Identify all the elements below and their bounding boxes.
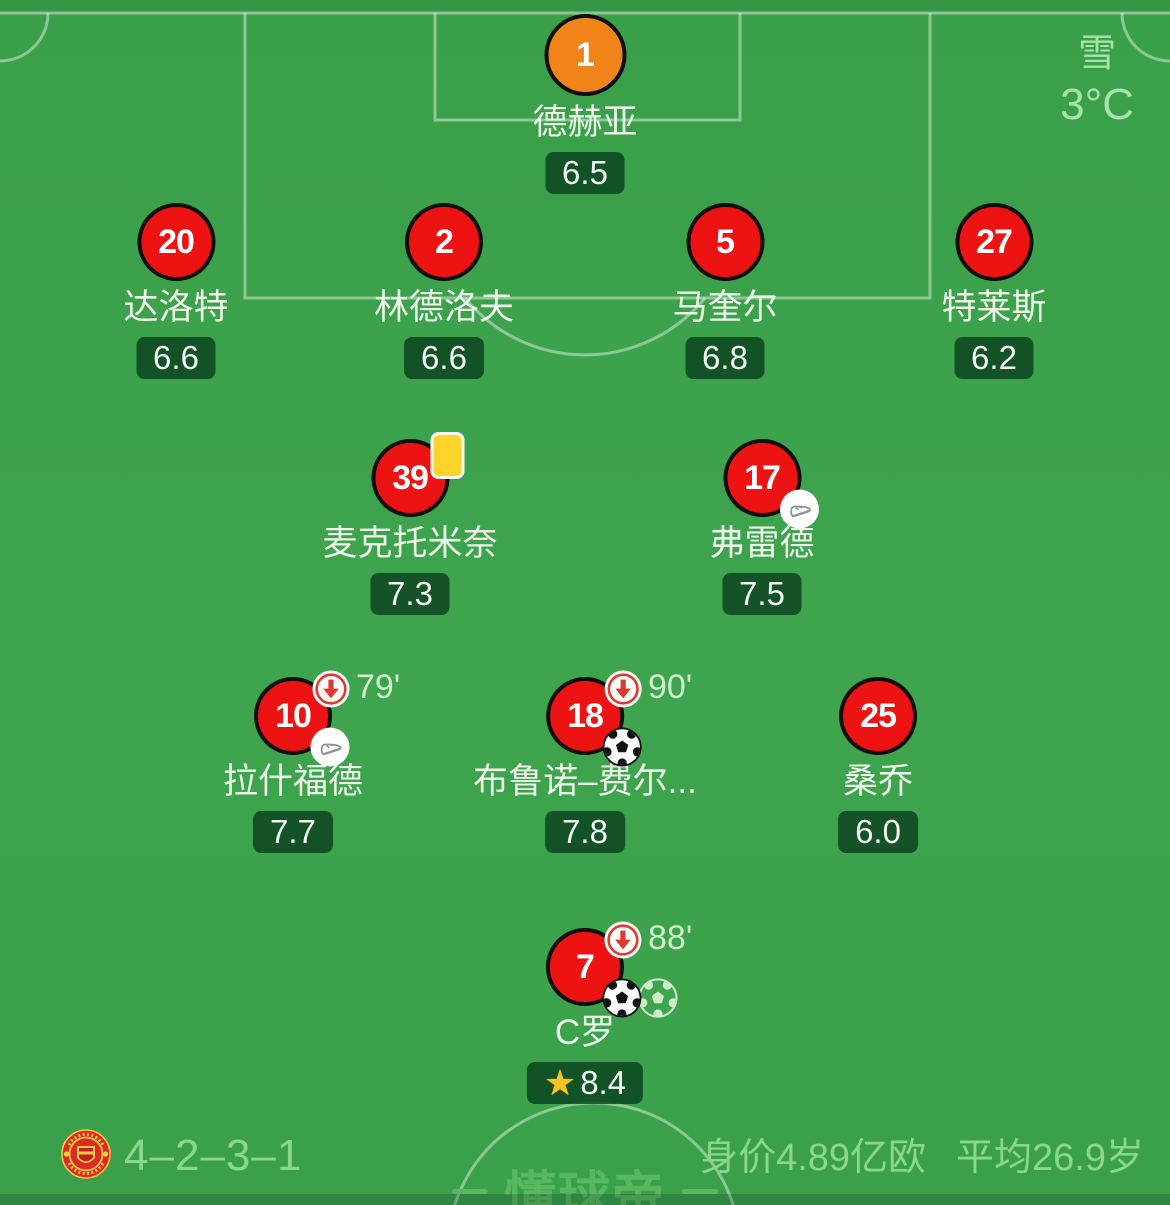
player-rating: 6.6 [153, 339, 199, 376]
assist-icon [779, 489, 819, 529]
player-name: C罗 [554, 1013, 616, 1052]
player-rating: 7.8 [562, 813, 608, 850]
player-rating-badge: 6.5 [545, 152, 625, 194]
player-number: 27 [976, 222, 1013, 261]
player-maguire[interactable]: 5 马奎尔 6.8 [672, 203, 778, 379]
player-name: 德赫亚 [532, 103, 638, 142]
player-rating: 7.5 [739, 575, 785, 612]
player-rating-badge: 6.2 [954, 337, 1034, 379]
player-number: 20 [158, 222, 195, 261]
player-name: 达洛特 [123, 288, 229, 327]
player-rating-badge: 7.7 [253, 811, 333, 853]
player-dalot[interactable]: 20 达洛特 6.6 [123, 203, 229, 379]
player-rating-badge: 7.5 [722, 573, 802, 615]
player-rating: 7.3 [387, 575, 433, 612]
player-number: 17 [744, 458, 781, 497]
player-rating: 8.4 [580, 1064, 627, 1101]
player-telles[interactable]: 27 特莱斯 6.2 [941, 203, 1047, 379]
substitution-off-icon [604, 670, 642, 708]
best-player-star-icon: ★ [543, 1062, 577, 1103]
app-watermark: 懂球帝 [451, 1154, 719, 1205]
player-rating: 6.5 [562, 154, 608, 191]
substitution-off-icon [312, 670, 350, 708]
player-number-circle: 2 [404, 203, 483, 281]
weather-widget: 雪 3°C [1060, 32, 1134, 130]
player-name: 布鲁诺–费尔... [473, 762, 697, 801]
formation-label: 4–2–3–1 [124, 1131, 303, 1180]
player-name: 桑乔 [842, 762, 913, 801]
player-rating-badge: 7.8 [545, 811, 625, 853]
player-number-circle: 39 [370, 432, 464, 517]
player-rating-badge: 7.3 [370, 573, 450, 615]
player-rating-badge: 6.8 [685, 337, 765, 379]
watermark-right-dash [682, 1189, 719, 1194]
player-rating: 7.7 [270, 813, 316, 850]
player-number: 25 [860, 696, 897, 735]
out-of-bounds-strip [0, 0, 1170, 13]
market-value-label: 身价4.89亿欧 [700, 1137, 927, 1179]
player-mctominay[interactable]: 39 麦克托米奈 7.3 [322, 432, 498, 615]
player-name: 弗雷德 [709, 524, 815, 563]
team-stats: 身价4.89亿欧 平均26.9岁 [700, 1136, 1144, 1180]
yellow-card-icon [429, 432, 464, 479]
watermark-text: 懂球帝 [503, 1168, 667, 1205]
player-number-circle: 1 [543, 14, 626, 96]
watermark-left-dash [451, 1189, 488, 1194]
player-rashford[interactable]: 10 79' 拉什福德 7.7 [222, 668, 400, 853]
player-number: 2 [435, 222, 454, 261]
player-rating-badge: 6.6 [136, 337, 216, 379]
player-name: 马奎尔 [672, 288, 778, 327]
player-name: 麦克托米奈 [322, 524, 498, 563]
player-number-circle: 5 [685, 203, 764, 281]
assist-icon [310, 727, 350, 767]
player-sancho[interactable]: 25 桑乔 6.0 [838, 677, 918, 853]
weather-temperature: 3°C [1060, 80, 1134, 129]
player-name: 拉什福德 [222, 762, 364, 801]
player-bruno-fernandes[interactable]: 18 90' 布鲁诺–费尔... 7.8 [473, 668, 697, 853]
goal-icon [602, 978, 642, 1018]
player-lindelof[interactable]: 2 林德洛夫 6.6 [374, 203, 514, 379]
player-number-circle: 20 [136, 203, 215, 281]
substitution-minute: 90' [647, 668, 693, 706]
player-number-circle: 25 [839, 677, 917, 755]
player-number-circle: 18 90' [545, 668, 692, 767]
manchester-united-crest-icon [61, 1129, 111, 1179]
player-number-circle: 17 [722, 439, 819, 529]
second-goal-icon [638, 978, 678, 1018]
player-number: 5 [716, 222, 735, 261]
player-de-gea[interactable]: 1 德赫亚 6.5 [532, 14, 638, 194]
substitution-minute: 88' [648, 919, 693, 957]
weather-condition: 雪 [1078, 33, 1117, 75]
player-number: 18 [567, 696, 604, 735]
average-age-label: 平均26.9岁 [956, 1137, 1144, 1179]
player-rating-badge: ★ 8.4 [526, 1062, 644, 1104]
player-fred[interactable]: 17 弗雷德 7.5 [709, 439, 819, 615]
player-ronaldo[interactable]: 7 88' [526, 919, 692, 1104]
player-name: 林德洛夫 [373, 288, 515, 327]
player-number: 1 [576, 35, 595, 74]
substitution-minute: 79' [355, 668, 401, 706]
player-number: 39 [392, 458, 429, 497]
player-number: 10 [275, 696, 312, 735]
goal-icon [602, 727, 642, 767]
player-number: 7 [576, 947, 595, 986]
player-rating: 6.2 [971, 339, 1017, 376]
player-rating: 6.0 [855, 813, 901, 850]
player-rating: 6.6 [421, 339, 467, 376]
substitution-off-icon [604, 921, 642, 959]
player-number-circle: 7 88' [546, 919, 692, 1018]
player-rating: 6.8 [702, 339, 748, 376]
bottom-edge-strip [0, 1194, 1170, 1205]
player-rating-badge: 6.0 [838, 811, 918, 853]
player-number-circle: 10 79' [253, 668, 400, 767]
player-name: 特莱斯 [941, 288, 1047, 327]
player-number-circle: 27 [954, 203, 1033, 281]
player-rating-badge: 6.6 [404, 337, 484, 379]
